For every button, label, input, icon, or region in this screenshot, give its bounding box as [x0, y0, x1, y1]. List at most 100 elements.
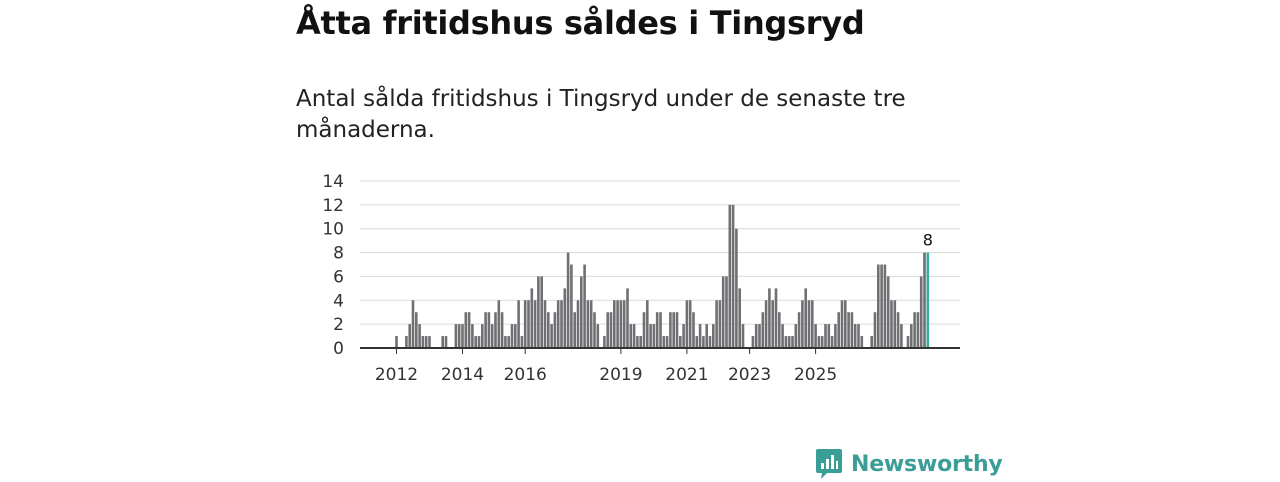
bar: [629, 324, 633, 348]
bar: [560, 300, 563, 348]
bar: [853, 324, 857, 348]
annotations: 8: [923, 231, 933, 250]
bar: [820, 336, 824, 348]
y-tick-label: 0: [333, 339, 344, 359]
bar: [619, 300, 623, 348]
bar: [563, 288, 567, 348]
bar: [685, 300, 689, 348]
bar: [655, 312, 659, 348]
bar: [840, 300, 844, 348]
value-label: 8: [923, 231, 933, 250]
bar: [873, 312, 877, 348]
grid-lines: [360, 180, 960, 325]
bar: [517, 300, 520, 348]
bar: [609, 312, 613, 348]
bar: [507, 336, 510, 348]
bar: [830, 336, 834, 348]
x-tick-label: 2021: [665, 365, 708, 385]
bar: [804, 288, 807, 348]
bar: [672, 312, 675, 348]
bar: [497, 300, 501, 348]
bar: [576, 300, 580, 348]
newsworthy-logo: Newsworthy: [815, 446, 1003, 482]
bar: [827, 324, 831, 348]
bar: [593, 312, 596, 348]
bar: [900, 324, 903, 348]
y-tick-label: 6: [333, 267, 344, 287]
bar: [652, 324, 656, 348]
bar: [715, 300, 718, 348]
bar: [791, 336, 794, 348]
bar: [850, 312, 854, 348]
bar: [910, 324, 913, 348]
y-tick-label: 10: [322, 220, 344, 240]
bar: [626, 288, 629, 348]
bar-highlighted: [926, 252, 930, 348]
bar: [487, 312, 491, 348]
bar: [500, 312, 504, 348]
bar: [527, 300, 530, 348]
bar: [418, 324, 421, 348]
bar: [705, 324, 708, 348]
bar: [586, 300, 590, 348]
bar: [583, 264, 586, 348]
x-tick-label: 2023: [728, 365, 771, 385]
bar: [616, 300, 619, 348]
bar: [771, 300, 774, 348]
y-axis-ticks: 0 2 4 6 8 10 12 14: [322, 172, 344, 359]
bar: [893, 300, 897, 348]
bar: [692, 312, 695, 348]
bar: [454, 324, 458, 348]
bar: [906, 336, 910, 348]
bar: [606, 312, 609, 348]
x-axis: 2012 2014 2016 2019 2021 2023 2025: [360, 347, 960, 385]
bar: [504, 336, 507, 348]
bar: [801, 300, 804, 348]
bar: [444, 336, 448, 348]
bar: [550, 324, 553, 348]
bar: [847, 312, 850, 348]
bar: [679, 336, 682, 348]
brand-name: Newsworthy: [851, 451, 1003, 477]
bar: [537, 276, 540, 348]
bar: [484, 312, 487, 348]
bar: [464, 312, 468, 348]
bar: [784, 336, 788, 348]
x-tick-label: 2019: [599, 365, 642, 385]
bar: [662, 336, 666, 348]
bar: [811, 300, 814, 348]
bar: [523, 300, 527, 348]
bar: [824, 324, 827, 348]
bar: [718, 300, 722, 348]
bar: [890, 300, 893, 348]
bar: [708, 336, 712, 348]
y-tick-label: 4: [333, 291, 344, 311]
bar: [688, 300, 692, 348]
bar: [761, 312, 765, 348]
bar: [540, 276, 543, 348]
bar: [510, 324, 514, 348]
bar: [622, 300, 626, 348]
bar: [778, 312, 781, 348]
x-tick-label: 2012: [375, 365, 418, 385]
bar: [636, 336, 639, 348]
bar: [408, 324, 411, 348]
y-tick-label: 14: [322, 172, 344, 192]
bar: [461, 324, 464, 348]
bar: [589, 300, 593, 348]
bar: [665, 336, 669, 348]
bar: [883, 264, 887, 348]
bar: [721, 276, 725, 348]
bar: [570, 264, 573, 348]
bar: [457, 324, 461, 348]
bar: [764, 300, 768, 348]
bar: [860, 336, 864, 348]
bar: [514, 324, 517, 348]
bar: [735, 228, 738, 348]
bar: [411, 300, 415, 348]
bar: [913, 312, 916, 348]
bar: [844, 300, 847, 348]
bar: [787, 336, 791, 348]
bar: [834, 324, 837, 348]
bar: [520, 336, 524, 348]
